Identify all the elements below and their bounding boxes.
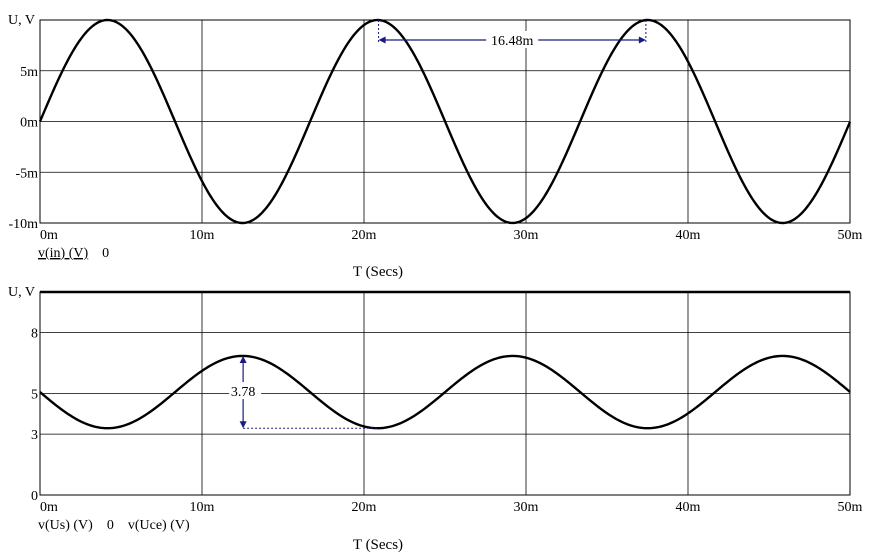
measure-arrow [239, 421, 247, 429]
x-tick-label: 40m [676, 500, 701, 515]
plot-2: 0m 10m 20m 30m 40m 50m 0 3 5 8 U, V T (Secs) v(Us) (… [8, 285, 863, 553]
y-tick-label: 5 [31, 388, 38, 403]
x-tick-label: 50m [838, 500, 863, 515]
legend: v(in) (V) 0 [38, 246, 109, 261]
x-tick-label: 20m [352, 228, 377, 243]
x-axis-label: T (Secs) [353, 537, 403, 553]
plot-1: 0m 10m 20m 30m 40m 50m -10m -5m 0m 5m U, V T (Secs)… [8, 13, 863, 280]
legend-entry: 0 [102, 246, 109, 261]
measure-label-bg [486, 31, 539, 48]
x-tick-label: 0m [40, 500, 58, 515]
x-tick-label: 30m [514, 228, 539, 243]
x-tick-label: 40m [676, 228, 701, 243]
legend-entry: 0 [107, 518, 114, 533]
y-tick-label: -5m [15, 166, 38, 181]
measure-arrow [638, 36, 646, 44]
x-tick-label: 10m [190, 500, 215, 515]
y-tick-label: 5m [20, 65, 38, 80]
series-line-1 [38, 18, 852, 225]
legend-entry: v(in) (V) [38, 246, 88, 261]
y-tick-label: 8 [31, 327, 38, 342]
legend-entry: v(Us) (V) [38, 518, 93, 533]
x-tick-label: 0m [40, 228, 58, 243]
measure-label: 3.78 [231, 385, 256, 400]
series-line-2 [39, 354, 851, 430]
x-axis-label: T (Secs) [353, 264, 403, 280]
y-tick-label: 0m [20, 116, 38, 131]
y-tick-label: 3 [31, 428, 38, 443]
measure-arrow [239, 355, 247, 363]
y-tick-label: -10m [8, 217, 38, 232]
x-tick-label: 10m [190, 228, 215, 243]
measure-label: 16.48m [491, 34, 534, 49]
x-tick-label: 20m [352, 500, 377, 515]
y-tick-label: 0 [31, 489, 38, 504]
y-axis-label: U, V [8, 285, 35, 300]
legend: v(Us) (V) 0 v(Uce) (V) [38, 518, 190, 533]
x-tick-label: 50m [838, 228, 863, 243]
measure-label-bg [229, 382, 262, 400]
y-axis-label: U, V [8, 13, 35, 28]
measure-arrow [378, 36, 386, 44]
legend-entry: v(Uce) (V) [128, 518, 190, 533]
x-tick-label: 30m [514, 500, 539, 515]
